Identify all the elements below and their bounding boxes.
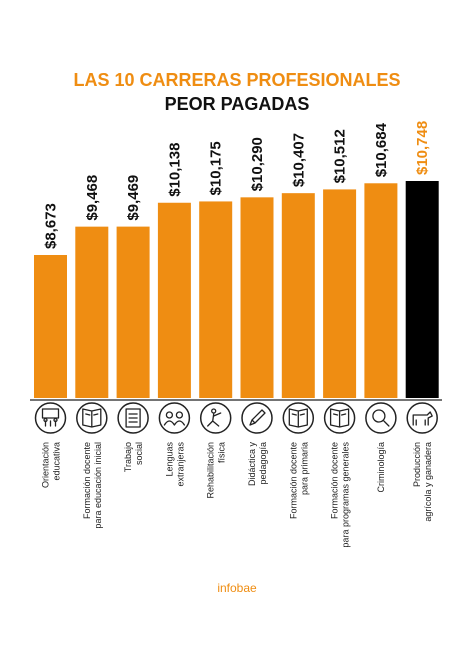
people-icon [158,402,191,434]
bar [34,255,67,398]
bar [116,226,150,398]
category-label: Formación docente [82,442,92,519]
category-label: Lenguas [164,442,174,477]
bar [75,226,109,398]
category-label: Producción [412,442,422,487]
bar-value-label: $10,175 [208,141,225,195]
bar [240,197,274,398]
category-label: física [217,442,227,463]
rehab-icon [199,402,232,434]
classroom-icon [34,402,67,434]
category-label: Formación docente [288,442,298,519]
bar-value-label: $10,290 [249,137,266,191]
bar-value-label: $10,138 [166,143,183,197]
category-label: para educación inicial [93,442,103,529]
category-label: Criminología [376,442,386,493]
book-icon [76,402,108,434]
bar-value-label: $10,512 [332,129,349,183]
category-label: Orientación [41,442,51,488]
book-icon [323,402,356,434]
document-icon [117,402,149,434]
bar [199,201,233,398]
category-label: extranjeras [175,442,185,487]
bar-value-label: $9,468 [84,175,101,221]
bar-value-label: $9,469 [125,175,142,221]
bar [157,202,191,398]
category-label: agrícola y ganadera [423,442,433,522]
bar-value-label: $10,407 [290,133,307,187]
bar [323,189,357,398]
category-label: para programas generales [341,442,351,548]
bar-value-label: $10,684 [373,122,390,177]
chart-title-line2: PEOR PAGADAS [165,94,310,114]
bar [281,193,315,398]
category-label: Rehabilitación [206,442,216,499]
book-icon [282,402,315,434]
bar-value-label: $10,748 [414,121,431,175]
magnifier-icon [365,402,397,434]
cow-icon [406,402,438,434]
category-label: Trabajo [123,442,133,472]
category-label: social [134,442,144,465]
chart-title-line1: LAS 10 CARRERAS PROFESIONALES [73,70,400,90]
category-label: educativa [52,442,62,481]
category-label: Didáctica y [247,442,257,487]
category-label: pedagogía [258,442,268,485]
pencil-icon [241,402,273,434]
bar [405,181,439,398]
bar-value-label: $8,673 [43,203,60,249]
bar [364,183,398,398]
footer-brand: infobae [217,581,257,595]
category-label: para primaria [299,442,309,495]
category-label: Formación docente [330,442,340,519]
